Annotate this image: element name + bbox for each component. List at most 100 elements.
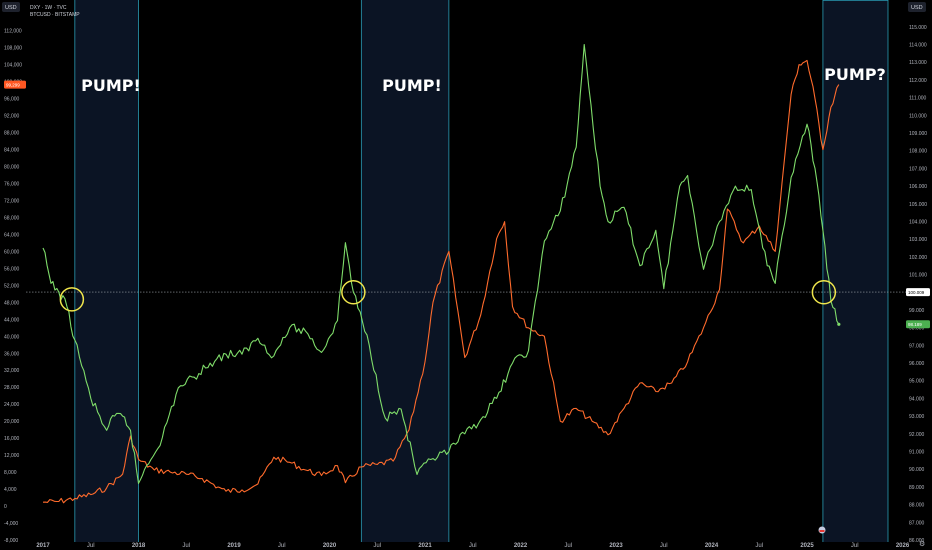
x-tick-label: Jul <box>469 543 477 549</box>
x-tick-label: Jul <box>851 543 859 549</box>
left-unit-label: USD <box>5 5 17 11</box>
btc-price-text: 99,299 <box>6 82 20 87</box>
left-tick-label: 80,000 <box>4 165 20 171</box>
left-tick-label: 40,000 <box>4 334 20 340</box>
pump-label-2: PUMP! <box>382 76 442 95</box>
highlight-circle-2 <box>341 280 366 305</box>
right-tick-label: 102.000 <box>909 255 927 261</box>
right-tick-label: 94.000 <box>909 396 925 402</box>
right-tick-label: 107.000 <box>909 166 927 172</box>
left-tick-label: 12,000 <box>4 453 20 459</box>
left-tick-label: 68,000 <box>4 215 20 221</box>
right-tick-label: 88.000 <box>909 503 925 509</box>
legend-btc[interactable]: BTCUSD · BITSTAMP <box>30 12 80 18</box>
left-tick-label: 112,000 <box>4 29 22 35</box>
left-tick-label: 36,000 <box>4 351 20 357</box>
right-unit-box[interactable] <box>908 2 926 12</box>
right-tick-label: 115.000 <box>909 25 927 31</box>
highlight-circle-3 <box>811 280 837 305</box>
dxy-last-badge <box>906 320 930 329</box>
x-tick-label: Jul <box>373 543 381 549</box>
right-tick-label: 103.000 <box>909 237 927 243</box>
x-tick-label: 2018 <box>132 543 146 549</box>
left-tick-label: 96,000 <box>4 97 20 103</box>
left-axis-panel[interactable] <box>0 0 26 550</box>
left-tick-label: 24,000 <box>4 402 20 408</box>
left-tick-label: 76,000 <box>4 182 20 188</box>
x-tick-label: 2024 <box>705 543 719 549</box>
highlight-circle-1 <box>59 287 85 312</box>
x-tick-label: 2021 <box>418 543 432 549</box>
x-tick-label: 2019 <box>227 543 241 549</box>
left-tick-label: 48,000 <box>4 300 20 306</box>
highlight-circles <box>59 280 837 312</box>
left-tick-label: 84,000 <box>4 148 20 154</box>
x-tick-label: 2026 <box>896 543 910 549</box>
pump-label-3: PUMP? <box>824 65 886 84</box>
x-tick-label: Jul <box>87 543 95 549</box>
event-flag-marker <box>819 530 825 532</box>
x-tick-label: Jul <box>755 543 763 549</box>
right-tick-label: 96.000 <box>909 361 925 367</box>
left-tick-label: 16,000 <box>4 436 20 442</box>
right-tick-label: 111.000 <box>909 96 927 102</box>
right-tick-label: 89.000 <box>909 485 925 491</box>
pump-label-1: PUMP! <box>81 76 141 95</box>
right-tick-label: 104.000 <box>909 219 927 225</box>
series-line-btcusd[interactable] <box>42 59 840 504</box>
left-tick-label: 20,000 <box>4 419 20 425</box>
right-tick-label: 97.000 <box>909 343 925 349</box>
right-tick-label: 98.000 <box>909 326 925 332</box>
right-tick-label: 108.000 <box>909 149 927 155</box>
left-tick-label: -4,000 <box>4 521 18 527</box>
left-tick-label: 28,000 <box>4 385 20 391</box>
right-tick-label: 113.000 <box>909 60 927 66</box>
left-tick-label: 88,000 <box>4 131 20 137</box>
left-tick-label: 4,000 <box>4 487 17 493</box>
right-tick-label: 92.000 <box>909 432 925 438</box>
right-tick-label: 91.000 <box>909 450 925 456</box>
shaded-periods <box>74 0 889 542</box>
series-lines <box>42 43 841 504</box>
left-tick-label: 60,000 <box>4 249 20 255</box>
right-tick-label: 114.000 <box>909 43 927 49</box>
left-tick-label: 8,000 <box>4 470 17 476</box>
reference-price-text: 100.009 <box>908 290 925 295</box>
left-tick-label: 72,000 <box>4 198 20 204</box>
right-tick-label: 86.000 <box>909 538 925 544</box>
pump-labels: PUMP! PUMP! PUMP? <box>81 65 886 95</box>
right-tick-label: 87.000 <box>909 520 925 526</box>
x-tick-label: Jul <box>660 543 668 549</box>
x-tick-label: 2017 <box>36 543 50 549</box>
left-tick-label: 108,000 <box>4 46 22 52</box>
left-tick-label: -8,000 <box>4 538 18 544</box>
x-tick-label: Jul <box>182 543 190 549</box>
right-tick-label: 99.000 <box>909 308 925 314</box>
right-tick-label: 95.000 <box>909 379 925 385</box>
shaded-period-3 <box>822 0 888 542</box>
reference-price-badge <box>906 288 930 297</box>
price-badges: 99,299 100.009 98.189 <box>4 80 930 329</box>
left-tick-label: 52,000 <box>4 283 20 289</box>
x-tick-label: 2022 <box>514 543 528 549</box>
btc-price-badge <box>4 80 26 89</box>
right-tick-label: 101.000 <box>909 273 927 279</box>
x-tick-label: Jul <box>564 543 572 549</box>
left-tick-label: 44,000 <box>4 317 20 323</box>
x-tick-label: Jul <box>278 543 286 549</box>
legend-dxy[interactable]: DXY · 1W · TVC <box>30 5 67 11</box>
right-tick-label: 110.000 <box>909 113 927 119</box>
gear-icon[interactable]: ⚙ <box>919 540 925 548</box>
right-tick-label: 93.000 <box>909 414 925 420</box>
x-tick-label: 2020 <box>323 543 337 549</box>
x-axis-ticks: 2017 Jul 2018 Jul 2019 Jul 2020 Jul 2021 Jul 2022 J… <box>36 543 910 549</box>
shaded-period-1 <box>74 0 139 542</box>
left-tick-label: 92,000 <box>4 114 20 120</box>
right-axis-panel[interactable] <box>906 0 932 550</box>
left-tick-label: 104,000 <box>4 63 22 69</box>
right-tick-label: 106.000 <box>909 184 927 190</box>
x-tick-label: 2025 <box>800 543 814 549</box>
series-line-dxy[interactable] <box>42 43 840 484</box>
left-unit-box[interactable] <box>2 2 20 12</box>
